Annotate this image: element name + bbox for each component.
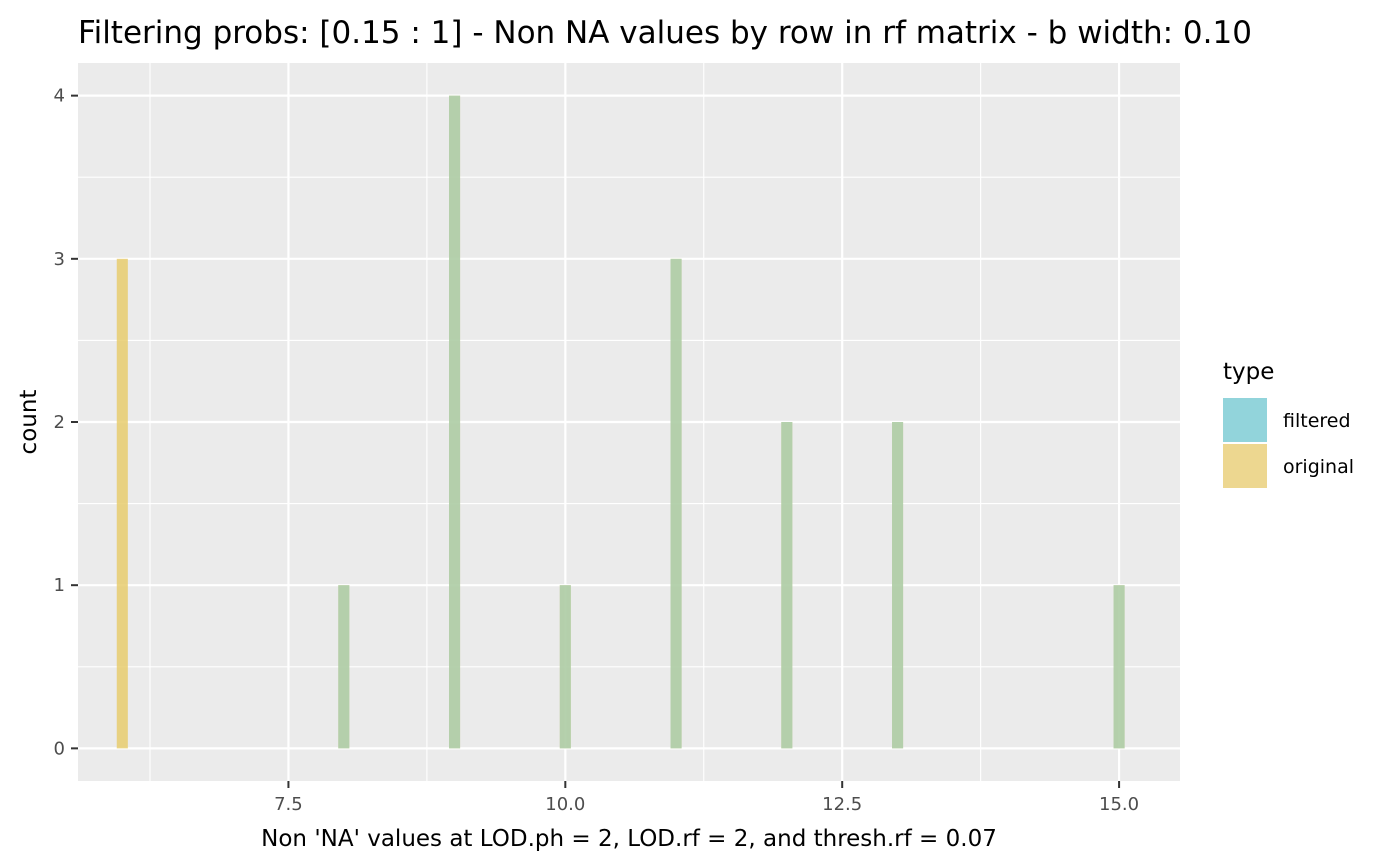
bar-filtered: filtered	[670, 258, 682, 749]
bars: originaloriginaloriginaloriginaloriginal…	[116, 95, 1125, 749]
bar-filtered: filtered	[338, 585, 350, 749]
bar-filtered: filtered	[1113, 585, 1125, 749]
x-tick-label: 15.0	[1099, 794, 1139, 815]
y-axis: 0 1 2 3 4	[54, 86, 78, 759]
y-tick-label: 3	[54, 249, 65, 270]
legend-label-original: original	[1283, 456, 1354, 478]
legend-key-original	[1223, 444, 1267, 488]
x-axis: 7.5 10.0 12.5 15.0	[274, 781, 1139, 815]
y-tick-label: 2	[54, 412, 65, 433]
x-axis-title: Non 'NA' values at LOD.ph = 2, LOD.rf = …	[261, 826, 997, 852]
legend-key-filtered	[1223, 398, 1267, 442]
x-tick-label: 7.5	[274, 794, 303, 815]
y-axis-title: count	[16, 390, 42, 455]
y-tick-label: 4	[54, 86, 65, 107]
bar-filtered: filtered	[781, 422, 793, 749]
bar-original: original	[116, 258, 128, 749]
legend-title: type	[1223, 359, 1274, 385]
bar-filtered: filtered	[449, 95, 461, 749]
legend: type filtered original	[1223, 359, 1354, 488]
y-tick-label: 1	[54, 575, 65, 596]
bar-filtered: filtered	[892, 422, 904, 749]
bar-filtered: filtered	[559, 585, 571, 749]
y-tick-label: 0	[54, 738, 65, 759]
x-tick-label: 10.0	[545, 794, 585, 815]
x-tick-label: 12.5	[822, 794, 862, 815]
legend-label-filtered: filtered	[1283, 410, 1351, 432]
chart-title: Filtering probs: [0.15 : 1] - Non NA val…	[78, 15, 1252, 51]
